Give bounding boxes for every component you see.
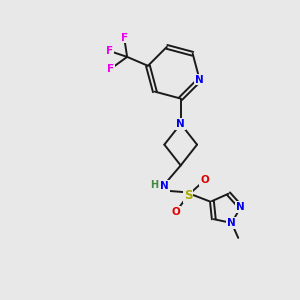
Text: N: N bbox=[160, 181, 169, 191]
Text: O: O bbox=[200, 175, 209, 185]
Text: H: H bbox=[151, 180, 159, 190]
Text: F: F bbox=[121, 33, 128, 43]
Text: S: S bbox=[184, 189, 192, 202]
Text: F: F bbox=[106, 46, 113, 56]
Text: O: O bbox=[172, 206, 181, 217]
Text: N: N bbox=[176, 119, 185, 129]
Text: N: N bbox=[236, 202, 245, 212]
Text: N: N bbox=[227, 218, 236, 228]
Text: F: F bbox=[107, 64, 114, 74]
Text: N: N bbox=[195, 75, 204, 85]
